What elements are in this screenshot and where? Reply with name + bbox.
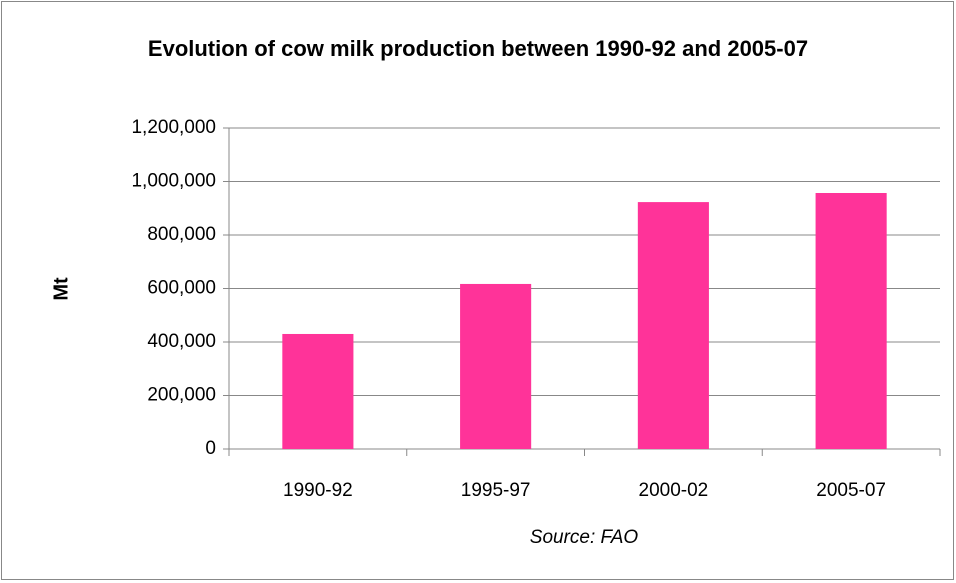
- y-tick-label: 1,000,000: [131, 171, 216, 192]
- x-tick-label: 2005-07: [816, 480, 886, 501]
- y-tick-label: 600,000: [147, 278, 216, 299]
- bar: [637, 202, 709, 449]
- bar: [282, 333, 354, 449]
- y-tick-label: 1,200,000: [131, 117, 216, 138]
- x-axis-label: Source: FAO: [530, 527, 639, 548]
- y-tick-label: 800,000: [147, 224, 216, 245]
- y-tick-label: 0: [205, 438, 216, 459]
- y-tick-label: 200,000: [147, 385, 216, 406]
- bar: [460, 283, 532, 449]
- y-tick-label: 400,000: [147, 331, 216, 352]
- bar: [815, 193, 887, 449]
- x-tick-label: 1990-92: [283, 480, 353, 501]
- x-tick-label: 2000-02: [639, 480, 709, 501]
- chart-title: Evolution of cow milk production between…: [147, 36, 809, 61]
- x-tick-label: 1995-97: [461, 480, 531, 501]
- y-axis-label: Mt: [50, 277, 72, 301]
